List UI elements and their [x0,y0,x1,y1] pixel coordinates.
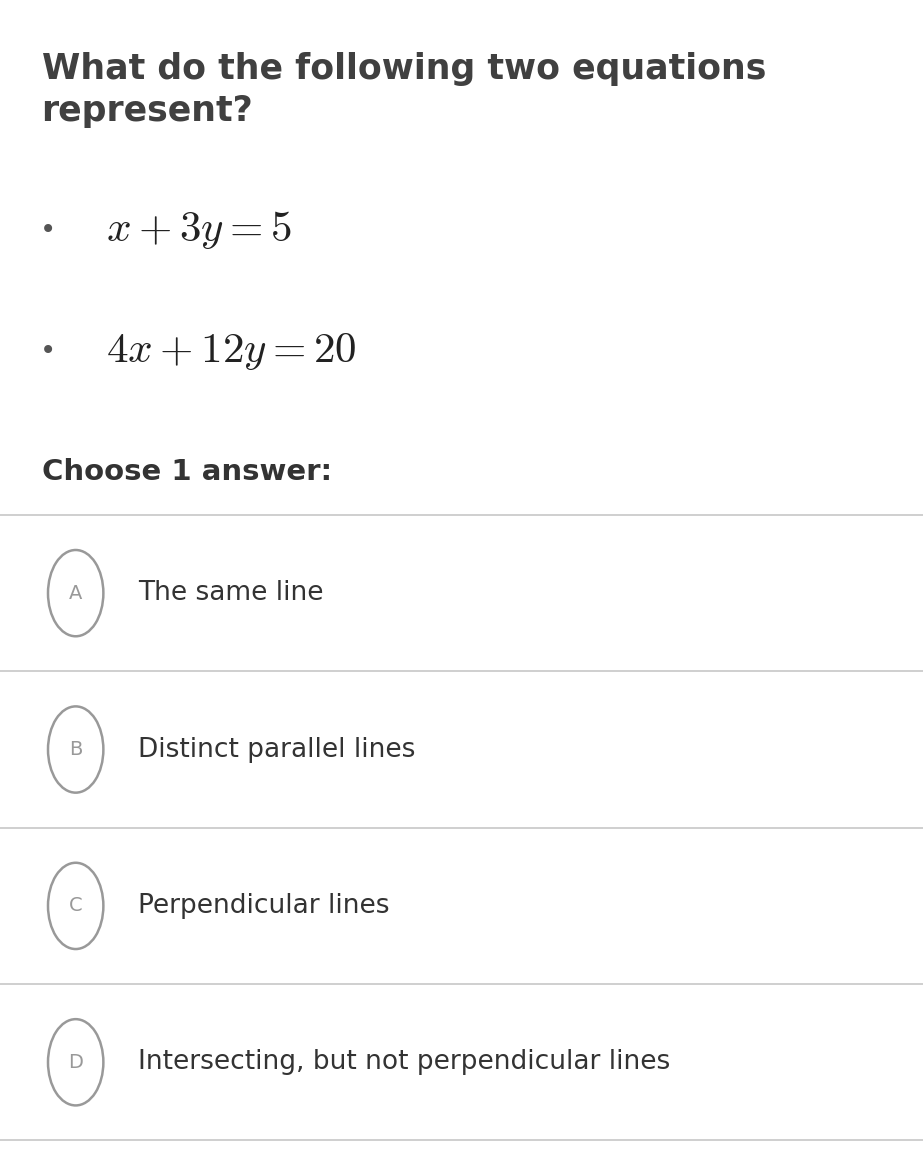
Text: Intersecting, but not perpendicular lines: Intersecting, but not perpendicular line… [138,1049,671,1075]
Text: C: C [69,896,82,916]
Text: A: A [69,584,82,602]
Text: Choose 1 answer:: Choose 1 answer: [42,458,331,486]
Text: Distinct parallel lines: Distinct parallel lines [138,736,416,763]
Text: What do the following two equations: What do the following two equations [42,52,766,86]
Text: Perpendicular lines: Perpendicular lines [138,893,390,919]
Text: •: • [40,217,56,244]
Text: D: D [68,1053,83,1071]
Text: represent?: represent? [42,94,253,129]
Text: B: B [69,740,82,759]
Text: The same line: The same line [138,581,324,606]
Text: $x + 3y = 5$: $x + 3y = 5$ [106,210,292,251]
Text: $4x + 12y = 20$: $4x + 12y = 20$ [106,331,357,372]
Text: •: • [40,338,56,365]
